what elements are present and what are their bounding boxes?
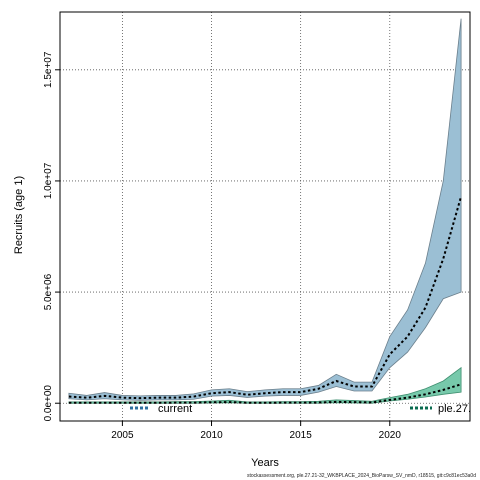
y-tick-label: 1.0e+07 [43, 162, 54, 199]
confidence-bands [68, 18, 462, 404]
confidence-band-series-1 [68, 18, 462, 401]
x-tick-label: 2010 [200, 430, 223, 441]
series-line-1 [68, 196, 463, 400]
x-axis-title: Years [251, 457, 279, 469]
plot-region [59, 11, 471, 422]
y-axis: 0.0e+00 5.0e+06 1.0e+07 1.5e+07 [43, 51, 60, 421]
x-tick-label: 2015 [290, 430, 313, 441]
legend-right-label: ple.27. [438, 403, 471, 415]
y-tick-label: 1.5e+07 [43, 51, 54, 88]
confidence-band-series-2 [68, 366, 462, 404]
x-tick-label: 2020 [379, 430, 402, 441]
legend-left: current [130, 403, 192, 415]
y-axis-title: Recruits (age 1) [13, 176, 25, 254]
x-tick-label: 2005 [111, 430, 134, 441]
gridlines [60, 12, 470, 421]
y-tick-label: 5.0e+06 [43, 273, 54, 310]
legend-right: ple.27. [410, 403, 471, 415]
footer-note: stockassessment.org, ple.27.21-32_WKBPLA… [247, 473, 476, 479]
series-line-2 [68, 383, 462, 404]
legend-left-label: current [158, 403, 192, 415]
y-tick-label: 0.0e+00 [43, 385, 54, 422]
plot-frame [59, 11, 471, 422]
series-lines [68, 196, 463, 404]
x-axis: 2005 2010 2015 2020 [111, 421, 401, 441]
